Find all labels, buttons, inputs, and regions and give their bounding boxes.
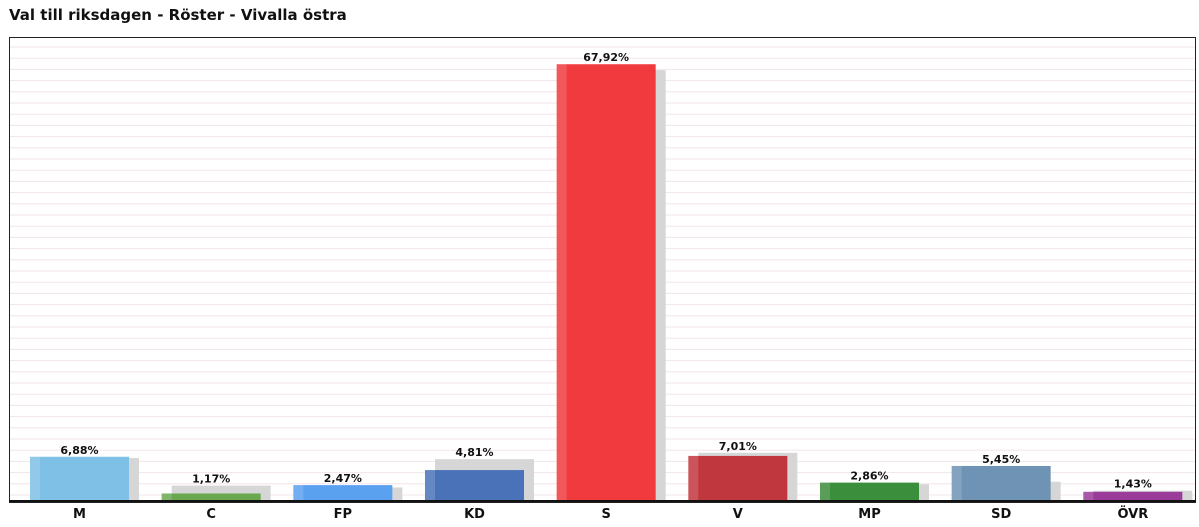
bar-kd — [425, 470, 524, 501]
tick-label-fp: FP — [334, 507, 352, 522]
bar-övr — [1083, 491, 1183, 501]
data-label-s: 67,92% — [583, 51, 629, 64]
bar-highlight — [30, 456, 40, 501]
bar-sd — [951, 465, 1051, 501]
tick-label-sd: SD — [991, 507, 1011, 522]
tick-label-s: S — [601, 507, 610, 522]
data-label-c: 1,17% — [192, 473, 230, 486]
data-label-kd: 4,81% — [455, 446, 493, 459]
bar-highlight — [556, 64, 567, 501]
bar-mp — [820, 482, 919, 501]
bar-highlight — [161, 493, 172, 501]
bar-highlight — [688, 455, 699, 501]
bar-highlight — [820, 482, 830, 501]
tick-label-c: C — [206, 507, 216, 522]
data-label-övr: 1,43% — [1114, 478, 1152, 491]
data-label-mp: 2,86% — [850, 470, 888, 483]
bar-highlight — [293, 485, 304, 501]
bar-m — [30, 456, 129, 501]
bar-highlight — [1083, 491, 1094, 501]
bar-s — [556, 64, 656, 501]
data-label-m: 6,88% — [60, 444, 98, 457]
category-labels: M C FP KD S V MP SD ÖVR — [73, 506, 1148, 522]
bars — [30, 64, 1183, 501]
data-label-fp: 2,47% — [324, 472, 362, 485]
bar-v — [688, 455, 788, 501]
data-label-v: 7,01% — [719, 440, 757, 453]
tick-label-mp: MP — [858, 507, 880, 522]
tick-label-m: M — [73, 507, 86, 522]
tick-label-kd: KD — [464, 507, 485, 522]
bar-highlight — [951, 465, 962, 501]
plot-frame — [9, 37, 1196, 503]
bar-fp — [293, 485, 393, 501]
tick-label-v: V — [733, 507, 743, 522]
bar-highlight — [425, 470, 435, 501]
tick-label-övr: ÖVR — [1117, 506, 1148, 522]
chart-title: Val till riksdagen - Röster - Vivalla ös… — [9, 6, 347, 24]
bar-labels: 6,88% 1,17% 2,47% 4,81% 67,92% 7,01% 2,86% 5,45… — [60, 51, 1152, 490]
bar-c — [161, 493, 261, 501]
data-label-sd: 5,45% — [982, 453, 1020, 466]
